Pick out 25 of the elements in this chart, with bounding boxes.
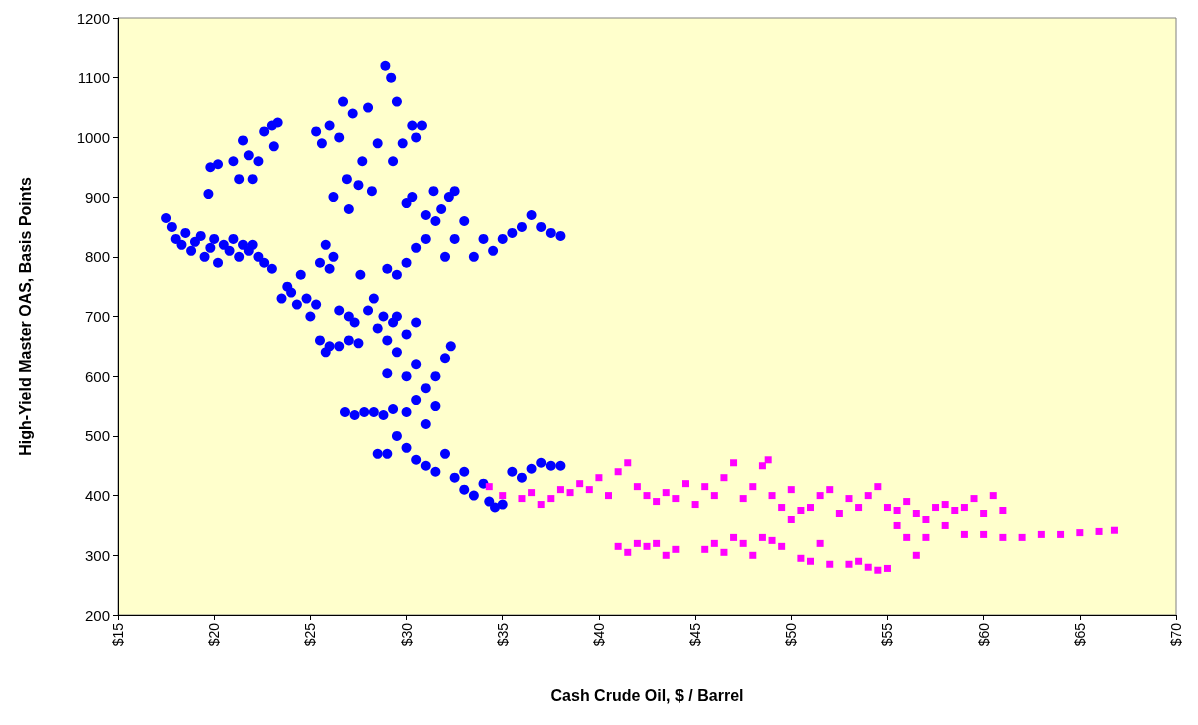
y-tick-label: 1100 [77,69,110,87]
x-tick-label: $20 [206,622,223,647]
x-tick-label: $30 [398,622,415,647]
x-tick-label: $65 [1071,622,1088,647]
y-tick-label: 200 [84,606,110,624]
y-axis-title: High-Yield Master OAS, Basis Points [16,177,34,456]
y-tick-label: 800 [84,248,110,266]
y-tick-label: 1200 [76,9,110,27]
x-tick-label: $60 [975,622,992,647]
x-tick-label: $15 [110,622,126,647]
y-tick-label: 600 [84,367,110,385]
x-tick-label: $40 [590,622,607,647]
x-tick-label: $25 [302,622,319,647]
x-tick-label: $35 [494,622,511,647]
x-tick-label: $45 [687,622,704,647]
y-tick-label: 900 [84,188,110,206]
y-tick-label: 400 [84,487,110,505]
x-tick-label: $50 [783,622,800,647]
x-tick-label: $70 [1168,622,1184,647]
x-axis-title: Cash Crude Oil, $ / Barrel [550,686,744,704]
y-tick-label: 700 [84,308,110,325]
y-tick-label: 300 [84,546,110,564]
y-tick-label: 500 [84,427,110,445]
x-tick-label: $55 [879,622,896,647]
y-tick-label: 1000 [76,128,110,146]
